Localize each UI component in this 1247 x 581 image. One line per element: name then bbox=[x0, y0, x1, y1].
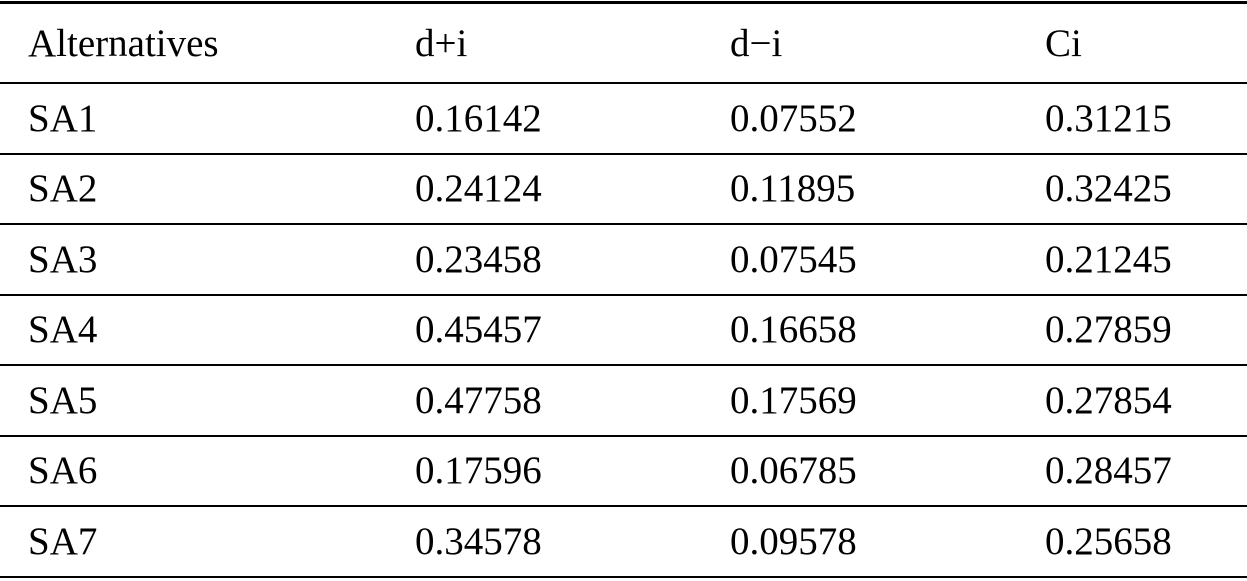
table-cell: 0.07545 bbox=[730, 224, 1045, 296]
table-cell: SA7 bbox=[0, 506, 415, 578]
table-cell: SA5 bbox=[0, 365, 415, 437]
table-cell: 0.16658 bbox=[730, 294, 1045, 366]
header-cell: d−i bbox=[730, 1, 1045, 84]
header-cell: Ci bbox=[1045, 1, 1247, 84]
table-cell: 0.06785 bbox=[730, 435, 1045, 507]
table-row: SA4 0.45457 0.16658 0.27859 bbox=[0, 294, 1247, 366]
table-cell: 0.11895 bbox=[730, 153, 1045, 225]
header-cell: d+i bbox=[415, 1, 730, 84]
table-row: SA2 0.24124 0.11895 0.32425 bbox=[0, 153, 1247, 225]
header-cell: Alternatives bbox=[0, 1, 415, 84]
table-cell: 0.34578 bbox=[415, 506, 730, 578]
table-cell: 0.32425 bbox=[1045, 153, 1247, 225]
table-cell: SA6 bbox=[0, 435, 415, 507]
table-row: SA1 0.16142 0.07552 0.31215 bbox=[0, 83, 1247, 155]
table-cell: 0.23458 bbox=[415, 224, 730, 296]
table-cell: 0.28457 bbox=[1045, 435, 1247, 507]
table-row: SA5 0.47758 0.17569 0.27854 bbox=[0, 365, 1247, 437]
table-cell: 0.47758 bbox=[415, 365, 730, 437]
table-cell: SA2 bbox=[0, 153, 415, 225]
table-cell: 0.27859 bbox=[1045, 294, 1247, 366]
table-row: SA6 0.17596 0.06785 0.28457 bbox=[0, 435, 1247, 507]
table-cell: 0.31215 bbox=[1045, 83, 1247, 155]
table-row: SA3 0.23458 0.07545 0.21245 bbox=[0, 224, 1247, 296]
table-cell: 0.21245 bbox=[1045, 224, 1247, 296]
table-cell: 0.16142 bbox=[415, 83, 730, 155]
table-cell: 0.17569 bbox=[730, 365, 1045, 437]
table-cell: 0.17596 bbox=[415, 435, 730, 507]
table-cell: SA3 bbox=[0, 224, 415, 296]
table-cell: SA1 bbox=[0, 83, 415, 155]
table-cell: 0.09578 bbox=[730, 506, 1045, 578]
table-cell: 0.25658 bbox=[1045, 506, 1247, 578]
table-cell: 0.24124 bbox=[415, 153, 730, 225]
table-cell: 0.07552 bbox=[730, 83, 1045, 155]
header-row: Alternatives d+i d−i Ci bbox=[0, 1, 1247, 84]
table-cell: 0.27854 bbox=[1045, 365, 1247, 437]
table-row: SA7 0.34578 0.09578 0.25658 bbox=[0, 506, 1247, 578]
table-cell: SA4 bbox=[0, 294, 415, 366]
table-cell: 0.45457 bbox=[415, 294, 730, 366]
